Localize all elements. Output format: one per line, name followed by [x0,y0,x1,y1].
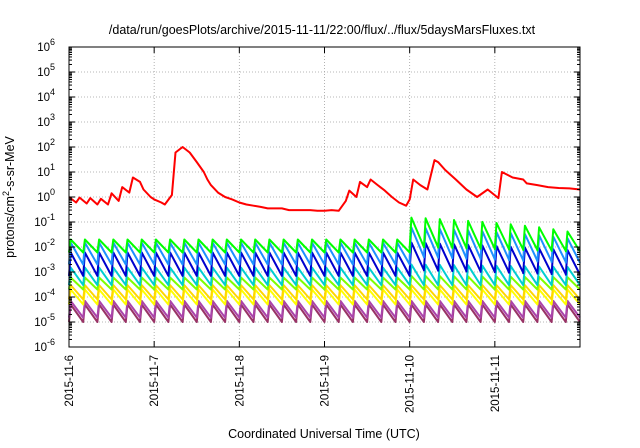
y-axis-label: protons/cm2-s-sr-MeV [1,135,17,257]
y-axis-label-sup: 2 [1,191,11,196]
series-line [68,274,581,291]
series-line [68,226,581,266]
x-axis-label: Coordinated Universal Time (UTC) [228,427,420,441]
y-tick-label: 100 [37,187,55,204]
series-line [68,216,581,254]
y-tick-label: 103 [37,112,55,129]
series-line [68,241,581,277]
series-line [68,284,581,301]
x-tick-label: 2015-11-7 [149,355,161,407]
chart-title: /data/run/goesPlots/archive/2015-11-11/2… [109,23,536,37]
y-ticks: 10-6 10-5 10-4 10-3 10-2 10-1 100 101 102 103 104 1… [34,37,580,354]
y-axis-label-suffix: -s-sr-MeV [3,135,17,191]
y-axis-label-prefix: protons/cm [3,196,17,258]
y-tick-label: 106 [37,37,55,54]
x-tick-label: 2015-11-8 [234,355,246,407]
x-tick-label: 2015-11-11 [490,355,502,412]
series-line [68,146,581,212]
series-line [68,303,581,323]
series-group [68,146,581,323]
y-tick-label: 10-6 [34,337,55,354]
y-tick-label: 102 [37,137,55,154]
x-ticks: 2015-11-6 2015-11-7 2015-11-8 2015-11-9 2015… [64,47,502,413]
y-tick-label: 10-2 [34,237,55,254]
series-line [68,263,581,287]
y-tick-label: 10-3 [34,262,55,279]
y-tick-label: 10-5 [34,312,55,329]
series-line [68,288,581,306]
x-tick-label: 2015-11-6 [64,355,76,407]
y-tick-label: 101 [37,162,55,179]
y-tick-label: 10-1 [34,212,55,229]
x-tick-label: 2015-11-10 [405,355,417,413]
y-tick-label: 105 [37,62,55,79]
y-tick-label: 10-4 [34,287,55,304]
y-tick-label: 104 [37,87,55,104]
series-line [68,299,581,319]
x-tick-label: 2015-11-9 [320,355,332,407]
